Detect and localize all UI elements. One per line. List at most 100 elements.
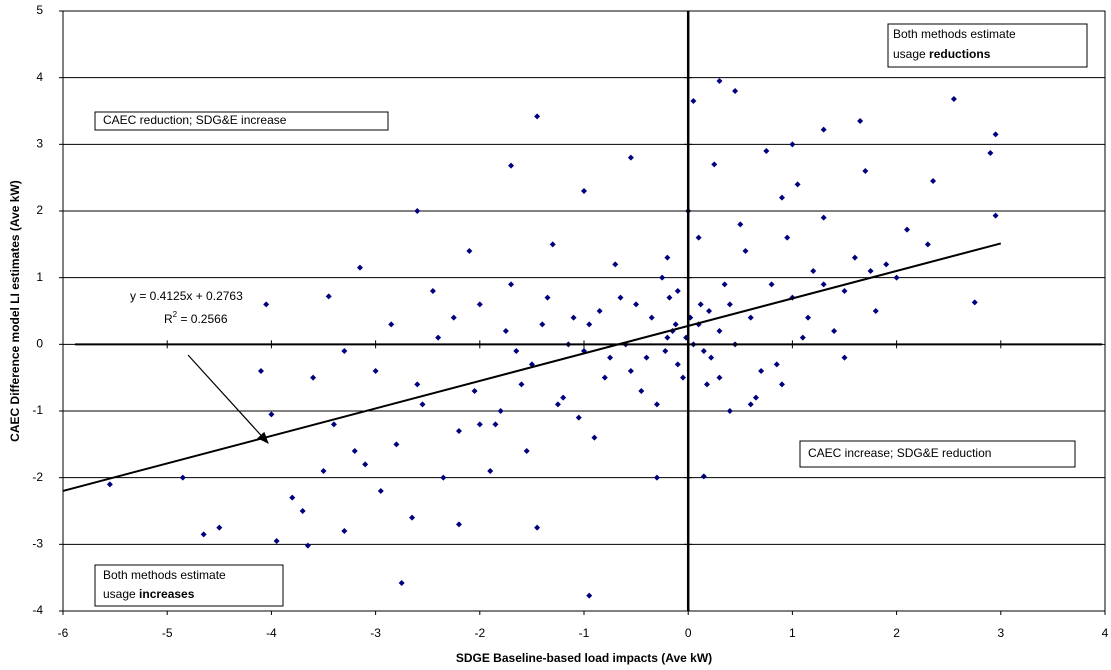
point — [289, 494, 296, 501]
point — [752, 394, 759, 401]
point — [867, 268, 874, 274]
point — [992, 212, 999, 219]
point — [872, 308, 879, 314]
point — [789, 141, 796, 148]
point — [893, 274, 900, 281]
point — [862, 168, 869, 174]
point — [435, 334, 442, 341]
x-tick-label: -3 — [370, 626, 381, 640]
point — [784, 234, 791, 241]
point — [708, 354, 715, 361]
annotation-bold: reductions — [929, 47, 991, 61]
point — [778, 194, 785, 201]
point — [377, 488, 384, 494]
point — [341, 528, 348, 534]
point — [883, 261, 890, 268]
point — [310, 374, 317, 381]
point — [648, 314, 655, 321]
point — [596, 308, 603, 314]
point — [341, 348, 348, 354]
point — [737, 221, 744, 228]
point — [476, 301, 483, 308]
point — [450, 314, 457, 321]
point — [763, 148, 770, 154]
point — [721, 281, 728, 288]
point — [492, 421, 499, 428]
point — [356, 264, 363, 271]
point — [851, 254, 858, 261]
point — [523, 448, 530, 454]
point — [706, 308, 713, 314]
point — [106, 481, 113, 488]
point — [778, 381, 785, 388]
point — [216, 524, 223, 531]
annotation: usage increases — [103, 587, 195, 601]
point — [716, 374, 723, 381]
x-tick-label: 2 — [893, 626, 900, 640]
point — [799, 334, 806, 341]
y-tick-label: 1 — [36, 270, 43, 284]
point — [299, 508, 306, 514]
trendline — [62, 242, 1002, 492]
annotation: Both methods estimate — [893, 27, 1016, 41]
point — [304, 542, 311, 549]
point — [810, 268, 817, 274]
y-tick-label: 4 — [36, 70, 43, 84]
point — [773, 361, 780, 368]
point — [674, 361, 681, 368]
point — [653, 401, 660, 408]
point — [700, 473, 707, 480]
point — [690, 98, 697, 104]
point — [930, 178, 937, 184]
point — [601, 374, 608, 381]
point — [662, 348, 669, 354]
point — [726, 301, 733, 308]
point — [586, 592, 593, 599]
point — [679, 374, 686, 381]
point — [549, 241, 556, 248]
point — [820, 281, 827, 288]
point — [820, 126, 827, 133]
x-tick-label: 3 — [997, 626, 1004, 640]
x-tick-label: 4 — [1102, 626, 1109, 640]
point — [768, 281, 775, 288]
point — [409, 514, 416, 521]
point — [987, 150, 994, 156]
point — [487, 468, 494, 474]
point — [617, 294, 624, 301]
point — [393, 441, 400, 448]
point — [732, 88, 739, 94]
x-tick-label: -5 — [162, 626, 173, 640]
point — [325, 293, 332, 300]
point — [653, 474, 660, 481]
point — [351, 448, 358, 454]
point — [633, 301, 640, 308]
x-tick-label: -4 — [266, 626, 277, 640]
point — [502, 328, 509, 334]
point — [534, 113, 541, 120]
point — [320, 468, 327, 474]
point — [508, 162, 515, 169]
point — [904, 226, 911, 233]
x-tick-label: -2 — [474, 626, 485, 640]
point — [440, 474, 447, 481]
point — [586, 321, 593, 328]
r2-rest: = 0.2566 — [177, 312, 228, 326]
point — [820, 214, 827, 221]
point — [666, 294, 673, 301]
annotation: CAEC increase; SDG&E reduction — [808, 446, 991, 460]
point — [627, 368, 634, 374]
point — [179, 474, 186, 481]
point — [539, 321, 546, 328]
point — [805, 314, 812, 321]
point — [747, 314, 754, 321]
x-tick-label: -6 — [58, 626, 69, 640]
point — [429, 288, 436, 294]
point — [200, 531, 207, 538]
equation-label: y = 0.4125x + 0.2763 — [130, 289, 243, 303]
y-tick-label: 2 — [36, 203, 43, 217]
point — [372, 368, 379, 374]
point — [831, 328, 838, 334]
point — [466, 248, 473, 254]
